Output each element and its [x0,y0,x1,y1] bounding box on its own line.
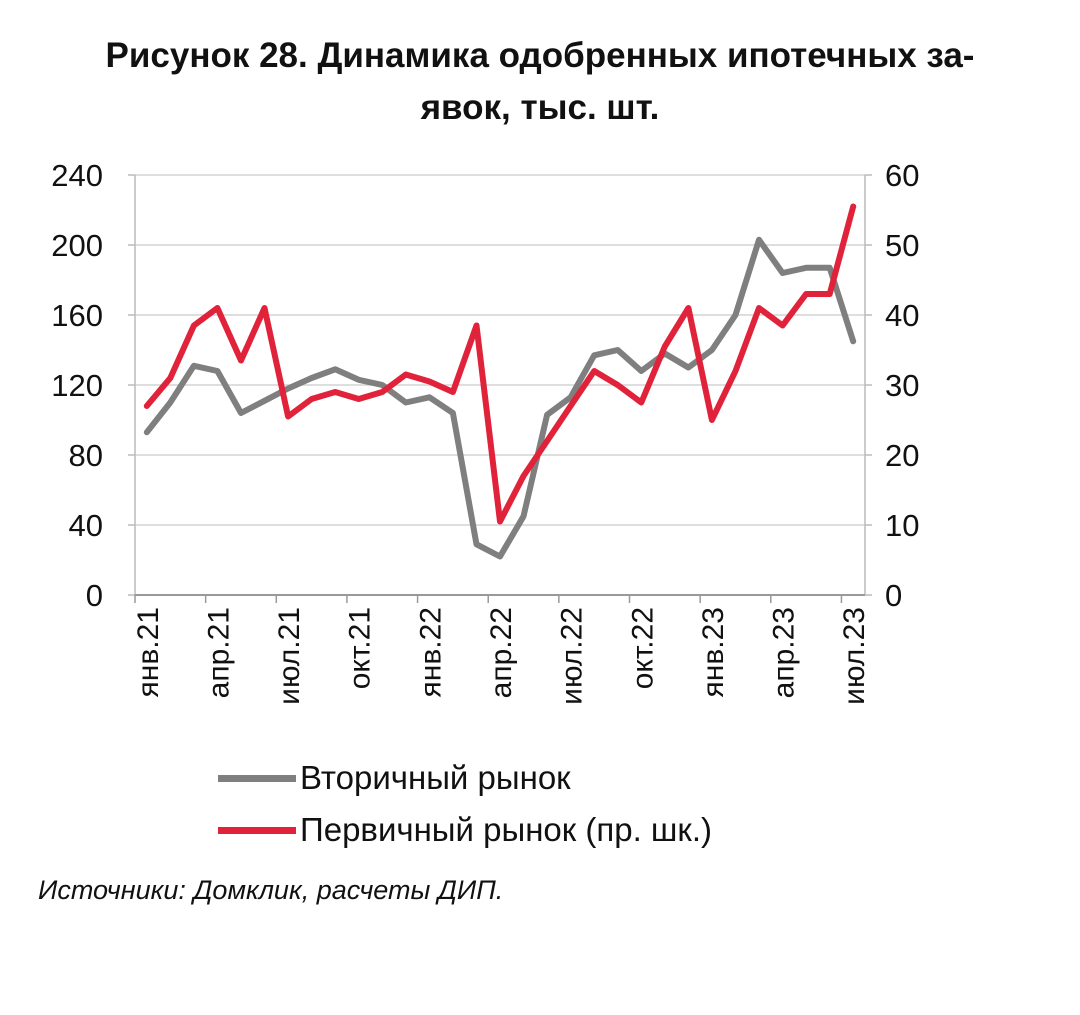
legend-label-secondary: Вторичный рынок [300,759,571,796]
legend-item-primary: Первичный рынок (пр. шк.) [218,804,712,856]
legend: Вторичный рынок Первичный рынок (пр. шк.… [218,752,712,856]
left-axis-tick-label: 80 [69,438,103,473]
x-axis-tick-label: окт.21 [344,607,377,689]
legend-label-primary: Первичный рынок (пр. шк.) [300,811,713,848]
gridlines [135,174,865,526]
x-axis-tick-label: июл.23 [838,607,871,705]
x-axis-tick-label: апр.22 [485,607,518,698]
right-axis-tick-label: 10 [885,508,919,543]
x-axis-tick-label: янв.22 [414,607,447,697]
chart-title: Рисунок 28. Динамика одобренных ипотечны… [40,30,1040,134]
x-axis-tick-label: апр.23 [768,607,801,698]
legend-item-secondary: Вторичный рынок [218,752,712,804]
x-axis-tick-label: янв.23 [697,607,730,697]
legend-swatch-primary [218,826,296,834]
series-lines [143,203,857,560]
left-axis-tick-label: 160 [51,298,103,333]
x-axis-tick-label: апр.21 [202,607,235,698]
right-axis-tick-label: 0 [885,578,902,613]
line-chart: 0 40 80 120 160 200 240 0 10 20 30 40 50 60 янв.21 ап… [51,158,919,705]
left-axis-tick-label: 0 [86,578,103,613]
left-axis-tick-label: 40 [69,508,103,543]
source-note: Источники: Домклик, расчеты ДИП. [38,875,504,905]
right-axis-tick-label: 30 [885,368,919,403]
left-axis-tick-label: 240 [51,158,103,193]
right-axis-ticks: 0 10 20 30 40 50 60 [865,158,919,613]
x-axis-tick-label: окт.22 [626,607,659,689]
right-axis-tick-label: 60 [885,158,919,193]
left-axis-tick-label: 200 [51,228,103,263]
x-axis-tick-label: июл.21 [273,607,306,705]
legend-swatch-secondary [218,774,296,782]
x-axis-ticks: янв.21 апр.21 июл.21 окт.21 янв.22 апр.22 июл.… [132,595,871,705]
left-axis-ticks: 0 40 80 120 160 200 240 [51,158,135,613]
right-axis-tick-label: 40 [885,298,919,333]
right-axis-tick-label: 20 [885,438,919,473]
chart-title-line-1: Рисунок 28. Динамика одобренных ипотечны… [105,36,975,75]
left-axis-tick-label: 120 [51,368,103,403]
x-axis-tick-label: июл.22 [556,607,589,705]
chart-title-line-2: явок, тыс. шт. [420,88,660,127]
x-axis-tick-label: янв.21 [132,607,165,697]
right-axis-tick-label: 50 [885,228,919,263]
series-line-primary [143,203,857,525]
